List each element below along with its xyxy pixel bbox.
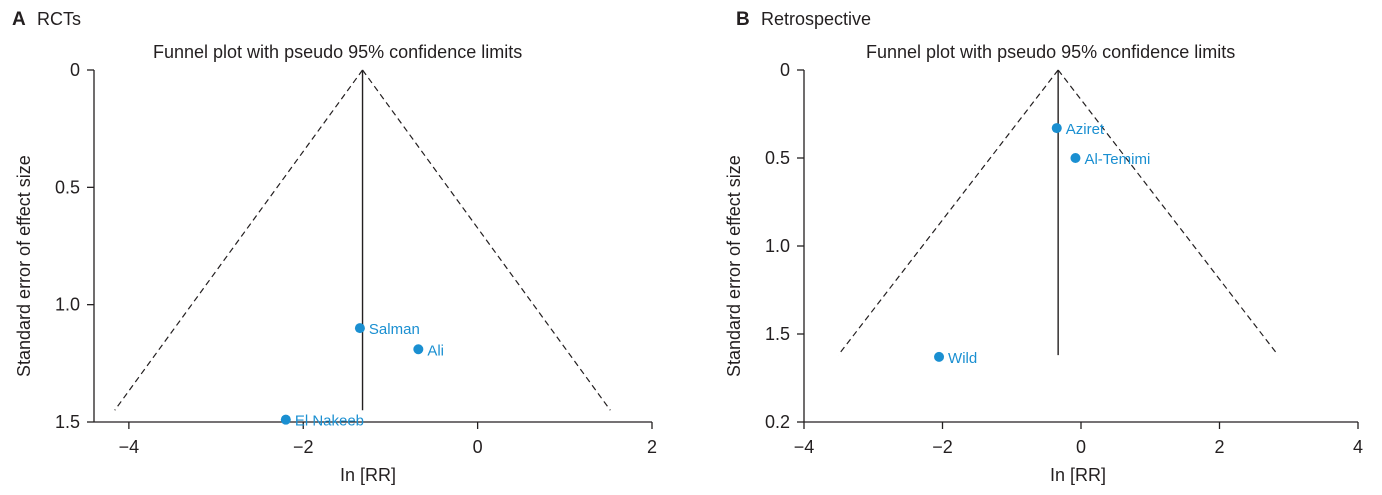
x-tick-label: 0 [1076,437,1086,457]
y-tick-label: 0.5 [55,177,80,197]
x-tick-label: 2 [1214,437,1224,457]
x-axis-label: In [RR] [340,465,397,485]
panel-letter: A [12,9,26,30]
confidence-limit-right [1057,69,1279,356]
data-point [280,414,291,425]
x-tick-label: −4 [794,437,815,457]
y-tick-label: 1.0 [765,236,790,256]
y-tick-label: 0 [70,60,80,80]
y-tick-label: 0 [780,60,790,80]
chart-title: Funnel plot with pseudo 95% confidence l… [866,42,1236,62]
data-point [354,323,365,334]
funnel-plot-svg: −4 −2 0 2 0 0.5 1.0 1.5 Salman Ali El Nakeeb [55,60,657,457]
chart-title: Funnel plot with pseudo 95% confidence l… [153,42,523,62]
y-tick-label: 1.5 [55,412,80,432]
data-point [413,344,424,355]
funnel-plot-panel-b: B Retrospective Funnel plot with pseudo … [691,0,1382,495]
data-point [1070,153,1081,163]
x-tick-label: 4 [1353,437,1363,457]
panel-subtitle: RCTs [37,9,81,29]
x-tick-label: −4 [119,437,140,457]
data-point [1051,123,1062,134]
x-tick-label: −2 [293,437,314,457]
data-point [934,351,945,362]
data-point-label: Salman [369,321,420,338]
panel-subtitle: Retrospective [761,9,872,29]
x-tick-label: −2 [932,437,953,457]
funnel-plot-panel-a: A RCTs Funnel plot with pseudo 95% confi… [12,9,657,485]
data-point-label: Wild [948,350,977,367]
data-point-label: Ali [427,342,444,359]
x-axis-label: In [RR] [1050,465,1107,485]
confidence-limit-left [837,69,1059,356]
data-point-label: El Nakeeb [295,413,364,430]
x-tick-label: 2 [647,437,657,457]
data-point-label: Aziret [1066,121,1105,138]
y-tick-label: 1.0 [55,295,80,315]
panel-letter: B [736,9,750,30]
confidence-limit-right [362,69,611,411]
funnel-plot-svg: −4 −2 0 2 4 0 0.5 1.0 1.5 0.2 Aziret Al-Temimi Wild [765,60,1363,457]
data-point-label: Al-Temimi [1084,151,1150,168]
confidence-limit-left [114,69,364,411]
y-tick-label: 1.5 [765,324,790,344]
x-tick-label: 0 [473,437,483,457]
y-tick-label: 0.2 [765,412,790,432]
y-tick-label: 0.5 [765,148,790,168]
